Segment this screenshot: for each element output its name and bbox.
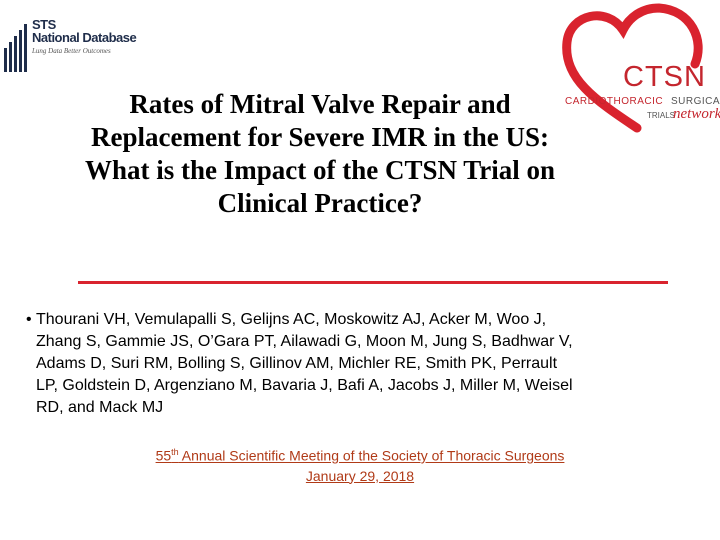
authors-line-1: Thourani VH, Vemulapalli S, Gelijns AC, … — [36, 311, 547, 328]
sts-national-database-logo: STS National Database Lung Data Better O… — [2, 18, 137, 76]
meeting-date: January 29, 2018 — [305, 467, 415, 484]
meeting-info: 55th Annual Scientific Meeting of the So… — [0, 442, 720, 486]
meeting-ordinal-suffix: th — [171, 447, 179, 457]
meeting-name-text: Annual Scientific Meeting of the Society… — [178, 447, 565, 464]
authors-line-4: LP, Goldstein D, Argenziano M, Bavaria J… — [36, 377, 573, 394]
sts-bars-icon — [4, 24, 27, 72]
title-line-3: What is the Impact of the CTSN Trial on — [84, 155, 556, 185]
ctsn-logo: CTSN CARDIOTHORACIC SURGICAL TRIALS netw… — [555, 0, 720, 140]
ctsn-network-label: network — [673, 106, 720, 122]
meeting-ordinal-number: 55 — [155, 447, 172, 464]
title-line-2: Replacement for Severe IMR in the US: — [91, 122, 549, 152]
ctsn-cardiothoracic-label: CARDIOTHORACIC — [565, 96, 664, 107]
meeting-name: 55th Annual Scientific Meeting of the So… — [0, 442, 720, 466]
authors-line-2: Zhang S, Gammie JS, O’Gara PT, Ailawadi … — [36, 333, 573, 350]
authors-list: • Thourani VH, Vemulapalli S, Gelijns AC… — [26, 309, 694, 419]
ctsn-acronym: CTSN — [623, 61, 706, 93]
authors-line-5: RD, and Mack MJ — [36, 399, 164, 416]
heart-icon — [562, 3, 703, 133]
slide-title: Rates of Mitral Valve Repair and Replace… — [20, 88, 620, 220]
ctsn-trials-label: TRIALS — [647, 111, 676, 120]
authors-line-3: Adams D, Suri RM, Bolling S, Gillinov AM… — [36, 355, 558, 372]
bullet-icon: • — [26, 311, 32, 328]
title-line-4: Clinical Practice? — [217, 188, 423, 218]
ctsn-surgical-label: SURGICAL — [671, 96, 720, 107]
title-divider — [78, 281, 668, 284]
sts-logo-line2: National Database — [32, 30, 137, 45]
sts-logo-line1: STS — [32, 17, 56, 32]
sts-logo-tagline: Lung Data Better Outcomes — [32, 47, 111, 55]
title-line-1: Rates of Mitral Valve Repair and — [129, 89, 511, 119]
